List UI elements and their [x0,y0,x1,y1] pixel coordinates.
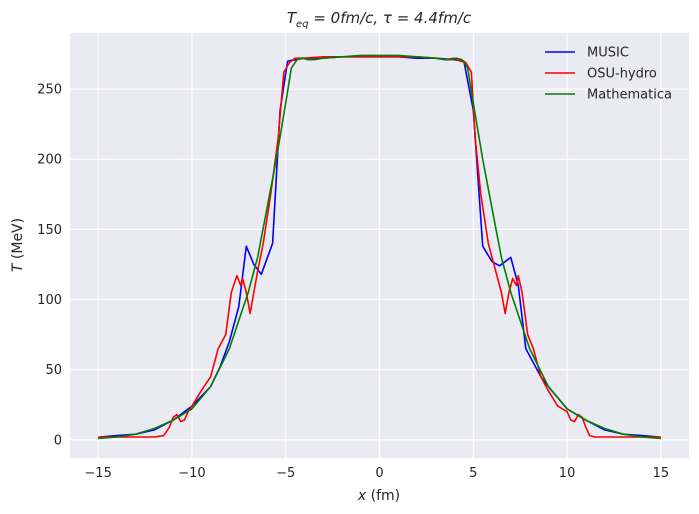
y-axis-label: T (MeV) [10,218,26,272]
x-tick-label: 5 [469,466,477,481]
legend-label: OSU-hydro [587,67,657,82]
series-layer [98,54,661,440]
x-tick-label: 0 [375,466,383,481]
y-tick-label: 0 [54,433,62,448]
x-tick-label: −15 [84,466,111,481]
title-t: T [287,9,298,27]
title-sub-eq: eq [296,19,309,30]
legend-label: MUSIC [587,46,629,61]
legend: MUSIC OSU-hydro Mathematica [545,46,672,103]
chart-title: Teq = 0fm/c, τ = 4.4fm/c [287,9,472,30]
x-axis-label: x (fm) [357,488,400,504]
y-tick-label: 100 [37,293,62,308]
y-tick-label: 200 [37,153,62,168]
x-tick-label: −10 [178,466,205,481]
series-line-osu-hydro [98,55,661,438]
x-tick-label: −5 [276,466,295,481]
x-tick-label: 15 [653,466,670,481]
x-tick-label: 10 [559,466,576,481]
x-tick-labels: −15 −10 −5 0 5 10 15 [84,466,669,481]
y-tick-label: 250 [37,83,62,98]
title-rest: = 0fm/c, τ = 4.4fm/c [309,9,472,27]
series-line-mathematica [98,54,661,440]
legend-label: Mathematica [587,88,672,103]
y-tick-label: 50 [45,363,62,378]
y-tick-labels: 0 50 100 150 200 250 [37,83,62,449]
y-tick-label: 150 [37,223,62,238]
